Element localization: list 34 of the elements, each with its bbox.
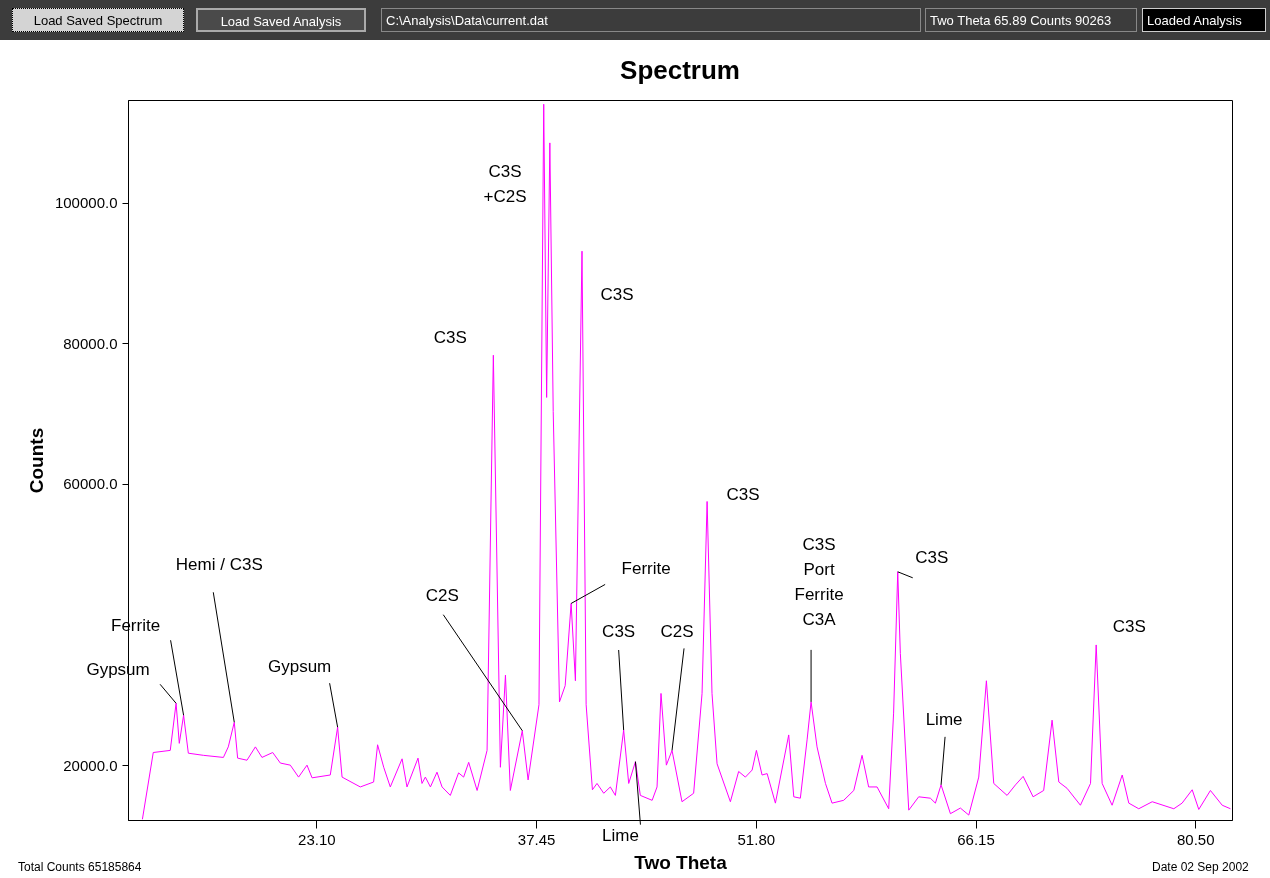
y-tick-label: 80000.0 — [63, 334, 118, 352]
annotation: Gypsum — [267, 657, 332, 677]
x-tick-label: 37.45 — [517, 830, 556, 848]
y-tick-label: 20000.0 — [63, 756, 118, 774]
annotation: C3S — [1112, 616, 1146, 636]
x-tick-label: 66.15 — [957, 830, 995, 848]
text: Loaded Analysis — [1142, 8, 1266, 32]
x-tick-label: 80.50 — [1176, 830, 1215, 848]
annotation: C2S — [660, 622, 694, 642]
text: Load Saved Spectrum — [12, 8, 184, 32]
text: Load Saved Analysis — [196, 8, 366, 32]
x-axis-title: Two Theta — [634, 851, 728, 873]
chart-title: Spectrum — [620, 55, 740, 85]
annotation: C3S +C2S — [483, 162, 527, 206]
text: Date 02 Sep 2002 — [1152, 860, 1249, 874]
annotation: Lime — [925, 709, 963, 729]
x-tick-label: 23.10 — [298, 830, 336, 848]
annotation: C3S — [726, 485, 760, 505]
annotation: Ferrite — [621, 559, 671, 579]
text: C:\Analysis\Data\current.dat — [381, 8, 921, 32]
annotation: C3S Port Ferrite C3A — [794, 534, 844, 629]
y-tick-label: 60000.0 — [63, 475, 118, 493]
annotation: Lime — [602, 825, 639, 845]
annotation: C3S — [433, 328, 467, 348]
annotation: C3S — [600, 285, 634, 305]
annotation: C3S — [602, 622, 636, 641]
annotation: C2S — [425, 585, 459, 605]
y-tick-label: 100000.0 — [54, 194, 118, 212]
x-tick-label: 51.80 — [737, 830, 776, 848]
annotation: C3S — [915, 547, 949, 567]
y-axis-title: Counts — [25, 427, 47, 494]
annotation: Hemi / C3S — [175, 555, 263, 575]
text: Two Theta 65.89 Counts 90263 — [925, 8, 1137, 32]
text: Total Counts 65185864 — [18, 860, 142, 874]
